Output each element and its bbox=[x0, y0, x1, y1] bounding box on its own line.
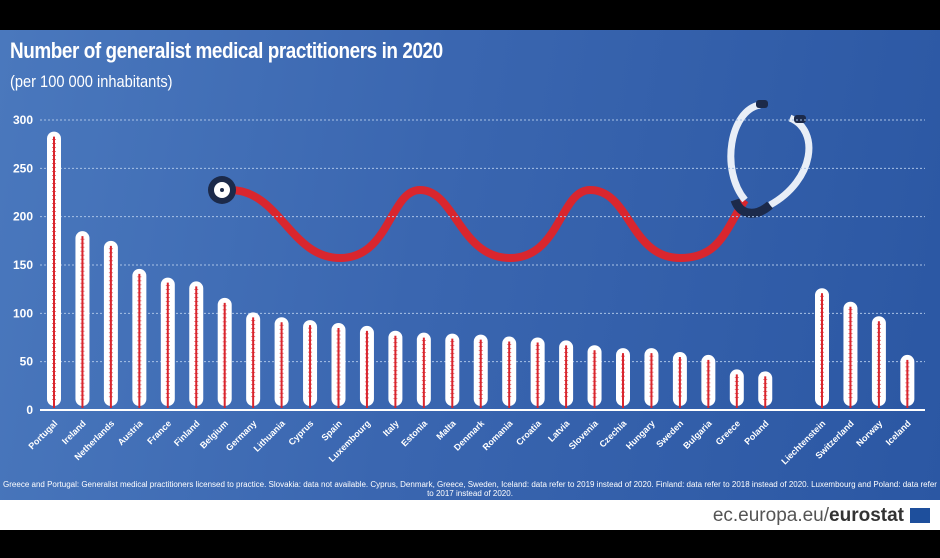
source-prefix: ec.europa.eu/ bbox=[712, 505, 830, 526]
footnote: Greece and Portugal: Generalist medical … bbox=[3, 480, 937, 498]
x-tick-label: Ireland bbox=[60, 418, 88, 446]
source-link[interactable]: ec.europa.eu/eurostat bbox=[713, 505, 904, 527]
y-tick-label: 50 bbox=[20, 355, 34, 369]
x-tick-label: Portugal bbox=[27, 418, 60, 451]
x-tick-label: Sweden bbox=[654, 418, 685, 449]
x-tick-label: Cyprus bbox=[286, 418, 315, 447]
stethoscope-illustration bbox=[208, 100, 813, 263]
x-tick-label: Lithuania bbox=[252, 418, 288, 454]
eu-flag-icon bbox=[910, 508, 930, 523]
x-tick-label: Norway bbox=[854, 418, 884, 448]
chart-title: Number of generalist medical practitione… bbox=[10, 38, 443, 63]
x-tick-label: Romania bbox=[481, 418, 516, 453]
x-tick-label: Bulgaria bbox=[681, 418, 714, 451]
x-tick-label: Austria bbox=[116, 418, 146, 448]
y-tick-label: 150 bbox=[13, 258, 33, 272]
x-tick-label: Italy bbox=[381, 418, 401, 438]
x-tick-label: Greece bbox=[714, 418, 743, 447]
x-tick-label: Hungary bbox=[624, 418, 657, 451]
footer bbox=[0, 500, 940, 530]
y-tick-label: 250 bbox=[13, 161, 33, 175]
x-tick-label: Spain bbox=[320, 418, 344, 442]
y-tick-label: 200 bbox=[13, 210, 33, 224]
x-tick-label: Estonia bbox=[399, 418, 430, 449]
x-tick-label: Croatia bbox=[514, 418, 544, 448]
x-tick-label: Iceland bbox=[884, 418, 913, 447]
source-brand: eurostat bbox=[829, 505, 904, 526]
y-tick-label: 0 bbox=[26, 403, 33, 417]
x-tick-label: France bbox=[145, 418, 173, 446]
x-tick-label: Latvia bbox=[546, 418, 572, 444]
chart-subtitle: (per 100 000 inhabitants) bbox=[10, 72, 173, 91]
x-tick-label: Poland bbox=[742, 418, 770, 446]
x-tick-label: Malta bbox=[434, 418, 458, 442]
y-tick-label: 300 bbox=[13, 113, 33, 127]
x-tick-label: Slovenia bbox=[567, 418, 601, 452]
y-tick-label: 100 bbox=[13, 306, 33, 320]
